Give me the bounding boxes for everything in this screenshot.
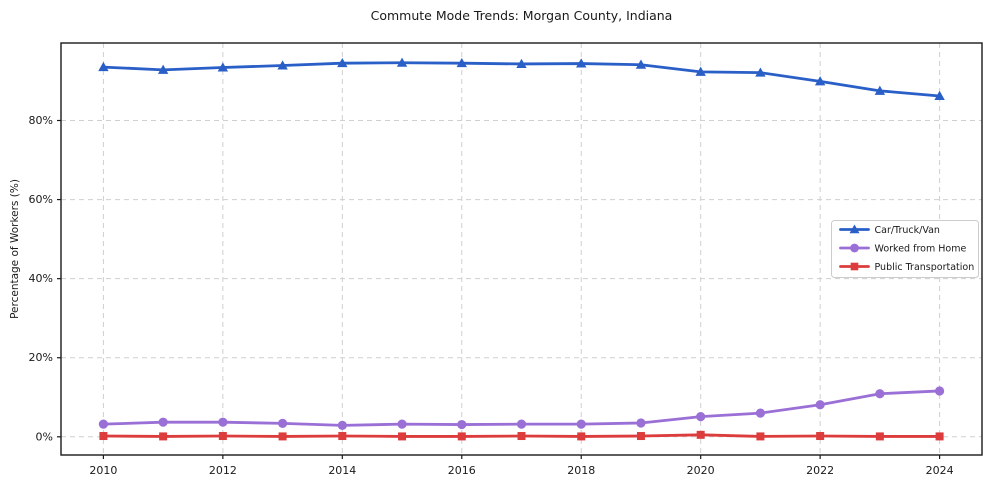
legend-box xyxy=(831,220,979,278)
data-point-public-transportation xyxy=(577,432,586,441)
data-point-car-truck-van xyxy=(576,58,587,68)
data-point-car-truck-van xyxy=(337,57,348,68)
data-point-car-truck-van xyxy=(934,90,945,100)
data-point-worked-from-home xyxy=(875,389,885,399)
data-point-public-transportation xyxy=(517,432,526,441)
data-point-worked-from-home xyxy=(337,420,347,430)
legend-label: Public Transportation xyxy=(875,262,975,273)
data-point-car-truck-van xyxy=(157,64,169,74)
data-point-public-transportation xyxy=(218,432,227,441)
data-point-public-transportation xyxy=(935,432,944,441)
data-point-worked-from-home xyxy=(755,408,766,418)
y-tick-label: 60% xyxy=(29,193,53,206)
legend-label: Worked from Home xyxy=(875,243,967,254)
x-tick-label: 2014 xyxy=(328,464,356,477)
triangle-up-icon xyxy=(849,224,860,234)
data-point-worked-from-home xyxy=(696,412,706,422)
data-point-public-transportation xyxy=(756,432,765,441)
data-point-public-transportation xyxy=(696,430,705,439)
legend-item-public-transportation: Public Transportation xyxy=(839,262,975,273)
data-point-worked-from-home xyxy=(457,419,467,430)
data-point-public-transportation xyxy=(159,432,168,441)
data-point-car-truck-van xyxy=(217,62,229,72)
data-point-car-truck-van xyxy=(516,58,527,68)
data-point-public-transportation xyxy=(457,432,466,441)
x-tick-label: 2010 xyxy=(89,464,117,477)
data-point-worked-from-home xyxy=(277,418,288,428)
x-tick-label: 2012 xyxy=(209,464,237,477)
data-point-public-transportation xyxy=(398,432,407,441)
legend: Car/Truck/Van Worked from Home Public Tran… xyxy=(831,220,979,278)
data-point-worked-from-home xyxy=(815,400,825,410)
data-point-car-truck-van xyxy=(635,59,647,69)
data-point-public-transportation xyxy=(278,432,287,441)
data-point-worked-from-home xyxy=(98,419,109,429)
y-tick-label: 0% xyxy=(36,430,53,443)
x-tick-label: 2024 xyxy=(926,464,954,477)
data-point-worked-from-home xyxy=(636,418,646,428)
data-point-public-transportation xyxy=(338,432,347,441)
y-tick-label: 80% xyxy=(29,114,53,127)
data-point-worked-from-home xyxy=(397,419,407,429)
data-point-car-truck-van xyxy=(277,60,288,70)
plot-frame xyxy=(60,42,983,456)
data-point-worked-from-home xyxy=(516,419,527,429)
y-tick-label: 40% xyxy=(29,272,53,285)
x-tick-label: 2022 xyxy=(806,464,834,477)
y-axis-label: Percentage of Workers (%) xyxy=(9,179,21,319)
data-point-car-truck-van xyxy=(874,85,886,95)
x-tick-label: 2016 xyxy=(448,464,476,477)
legend-label: Car/Truck/Van xyxy=(875,225,940,236)
y-tick-label: 20% xyxy=(29,351,53,364)
data-point-worked-from-home xyxy=(576,419,586,429)
data-point-public-transportation xyxy=(636,432,645,441)
data-point-car-truck-van xyxy=(755,67,766,77)
square-icon xyxy=(850,262,859,271)
data-point-car-truck-van xyxy=(695,66,706,76)
data-point-worked-from-home xyxy=(158,417,168,427)
legend-item-worked-from-home: Worked from Home xyxy=(839,243,967,254)
data-point-public-transportation xyxy=(816,432,825,441)
legend-item-car-truck-van: Car/Truck/Van xyxy=(839,224,940,236)
data-point-car-truck-van xyxy=(98,61,109,72)
data-point-worked-from-home xyxy=(218,417,228,427)
chart-title: Commute Mode Trends: Morgan County, Indi… xyxy=(370,8,673,23)
data-point-public-transportation xyxy=(875,432,884,441)
data-point-public-transportation xyxy=(99,432,108,441)
x-tick-label: 2020 xyxy=(687,464,715,477)
x-tick-label: 2018 xyxy=(567,464,595,477)
data-point-car-truck-van xyxy=(396,57,408,67)
data-point-worked-from-home xyxy=(934,386,945,396)
data-point-car-truck-van xyxy=(814,76,826,86)
circle-icon xyxy=(850,243,859,253)
data-point-car-truck-van xyxy=(456,57,467,68)
